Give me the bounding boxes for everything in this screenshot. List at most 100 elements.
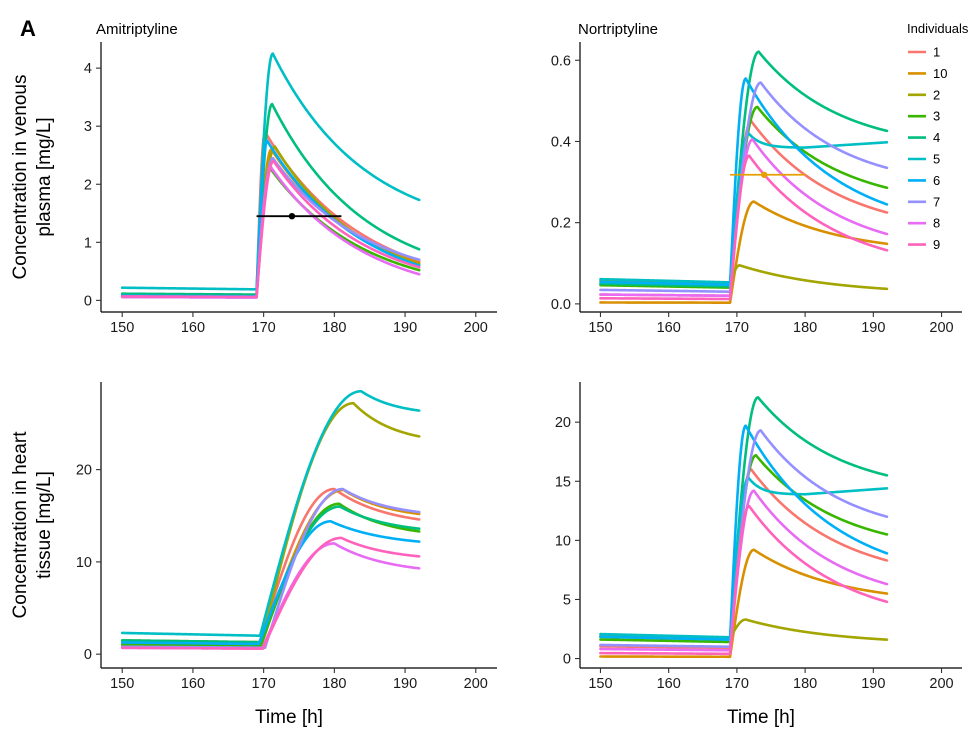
series-line-10: [120, 488, 421, 649]
series-line-10: [120, 148, 421, 299]
y-tick-label: 20: [555, 415, 571, 431]
y-tick-label: 1: [84, 235, 92, 251]
x-tick-label: 190: [861, 676, 885, 692]
x-tick-label: 200: [464, 320, 488, 336]
legend-entry: 2: [908, 87, 940, 102]
x-tick-label: 180: [793, 676, 817, 692]
x-tick-label: 160: [181, 676, 205, 692]
series-line-9: [120, 159, 421, 299]
legend-entry: 3: [908, 109, 940, 124]
legend-label: 4: [933, 130, 940, 145]
y-tick-label: 0.6: [551, 53, 571, 69]
series-line-2: [599, 264, 889, 291]
legend-entry: 7: [908, 194, 940, 209]
legend-entry: 1: [908, 45, 940, 60]
series-line-3: [120, 166, 421, 299]
legend-entry: 6: [908, 173, 940, 188]
legend-entry: 10: [908, 66, 947, 81]
x-tick-label: 160: [181, 320, 205, 336]
x-tick-label: 200: [929, 320, 953, 336]
series-line-8: [599, 138, 889, 298]
legend-label: 7: [933, 194, 940, 209]
legend-label: 3: [933, 109, 940, 124]
panel-4: 150 160 170 180 190 200 0 5 10 15 20 Time [h]: [555, 382, 962, 728]
y-tick-label: 4: [84, 61, 92, 77]
x-tick-label: 150: [588, 320, 612, 336]
x-tick-label: 160: [657, 676, 681, 692]
panel-label: A: [20, 16, 36, 41]
series-line-5: [599, 476, 889, 639]
y-tick-label: 2: [84, 177, 92, 193]
series-line-5: [120, 389, 421, 638]
y-tick-label: 0: [563, 652, 571, 668]
series-line-3: [120, 502, 421, 648]
series-line-4: [599, 50, 889, 288]
x-tick-label: 190: [861, 320, 885, 336]
x-tick-label: 150: [588, 676, 612, 692]
legend-label: 2: [933, 87, 940, 102]
y-axis-title: Concentration in heart tissue [mg/L]: [10, 431, 55, 619]
panel-2: Nortriptyline 150 160 170 180 190 200 0.0 0.2 0.4…: [551, 21, 962, 336]
x-axis-title: Time [h]: [727, 707, 795, 728]
series-line-10: [599, 200, 889, 304]
legend-entry: 5: [908, 152, 940, 167]
y-tick-label: 15: [555, 474, 571, 490]
legend-label: 10: [933, 66, 947, 81]
x-axis-title: Time [h]: [255, 707, 323, 728]
series-line-5: [120, 52, 421, 291]
legend-entry: 8: [908, 216, 940, 231]
series-line-7: [599, 81, 889, 294]
panel-title: Nortriptyline: [578, 21, 658, 38]
x-tick-label: 180: [793, 320, 817, 336]
legend-label: 6: [933, 173, 940, 188]
observation-point: [288, 212, 296, 220]
series-line-4: [120, 505, 421, 644]
x-tick-label: 180: [322, 676, 346, 692]
x-tick-label: 150: [110, 320, 134, 336]
y-tick-label: 10: [76, 555, 92, 571]
x-tick-label: 190: [393, 676, 417, 692]
y-tick-label: 20: [76, 463, 92, 479]
legend-label: 8: [933, 216, 940, 231]
y-tick-label: 0.0: [551, 297, 571, 313]
x-tick-label: 180: [322, 320, 346, 336]
x-tick-label: 170: [252, 320, 276, 336]
series-line-6: [599, 77, 889, 287]
series-line-7: [120, 487, 421, 650]
panel-3: 150 160 170 180 190 200 0 10 20 Concentration in …: [10, 382, 497, 728]
y-tick-label: 0: [84, 293, 92, 309]
y-tick-label: 0.2: [551, 216, 571, 232]
series-line-4: [120, 102, 421, 296]
x-tick-label: 170: [725, 320, 749, 336]
series-line-6: [599, 424, 889, 641]
legend-label: 1: [933, 45, 940, 60]
series-line-1: [120, 487, 421, 648]
series-line-6: [120, 520, 421, 646]
legend-title: Individuals: [907, 21, 969, 36]
observation-point: [760, 171, 768, 178]
x-tick-label: 150: [110, 676, 134, 692]
x-tick-label: 170: [725, 676, 749, 692]
series-line-9: [120, 536, 421, 650]
panel-title: Amitriptyline: [96, 21, 178, 38]
x-tick-label: 170: [252, 676, 276, 692]
x-tick-label: 190: [393, 320, 417, 336]
series-line-5: [599, 132, 889, 284]
y-axis-title: Concentration in venous plasma [mg/L]: [10, 75, 55, 280]
y-tick-label: 3: [84, 119, 92, 135]
legend-label: 5: [933, 152, 940, 167]
y-tick-label: 5: [563, 592, 571, 608]
legend-label: 9: [933, 237, 940, 252]
series-line-7: [599, 429, 889, 649]
x-tick-label: 200: [464, 676, 488, 692]
panel-1: Amitriptyline 150 160 170 180 190 200 0 1 2 3 4 Conc…: [10, 21, 497, 336]
legend-entry: 9: [908, 237, 940, 252]
x-tick-label: 200: [929, 676, 953, 692]
legend: Individuals 1 10 2 3 4 5 6 7 8 9: [907, 21, 969, 252]
legend-entry: 4: [908, 130, 940, 145]
series-line-9: [599, 154, 889, 301]
series-line-9: [599, 504, 889, 656]
y-tick-label: 10: [555, 533, 571, 549]
